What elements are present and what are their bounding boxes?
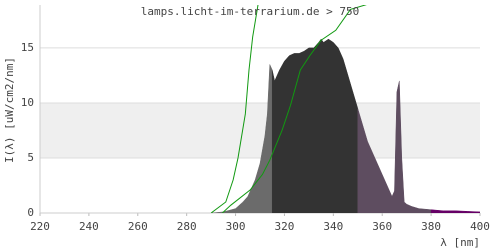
curve-line [210,5,259,213]
y-tick-label: 0 [27,206,34,219]
x-tick-label: 320 [275,220,295,233]
x-tick-label: 360 [372,220,392,233]
x-tick-label: 300 [226,220,246,233]
x-tick-label: 280 [177,220,197,233]
y-axis-label: I(λ) [uW/cm2/nm] [3,57,16,163]
curve-line [222,5,367,213]
y-tick-label: 5 [27,151,34,164]
x-axis-label: λ [nm] [440,236,480,249]
x-tick-label: 340 [323,220,343,233]
x-tick-label: 380 [421,220,441,233]
x-tick-label: 240 [79,220,99,233]
chart-title: lamps.licht-im-terrarium.de > 750 [141,5,360,18]
spectrum-area [357,80,432,213]
spectrum-area [271,38,359,213]
y-tick-label: 15 [21,41,34,54]
grid-band [40,102,480,158]
spectrum-area [430,209,480,213]
x-tick-label: 400 [470,220,490,233]
x-tick-label: 220 [30,220,50,233]
y-tick-label: 10 [21,96,34,109]
x-tick-label: 260 [128,220,148,233]
